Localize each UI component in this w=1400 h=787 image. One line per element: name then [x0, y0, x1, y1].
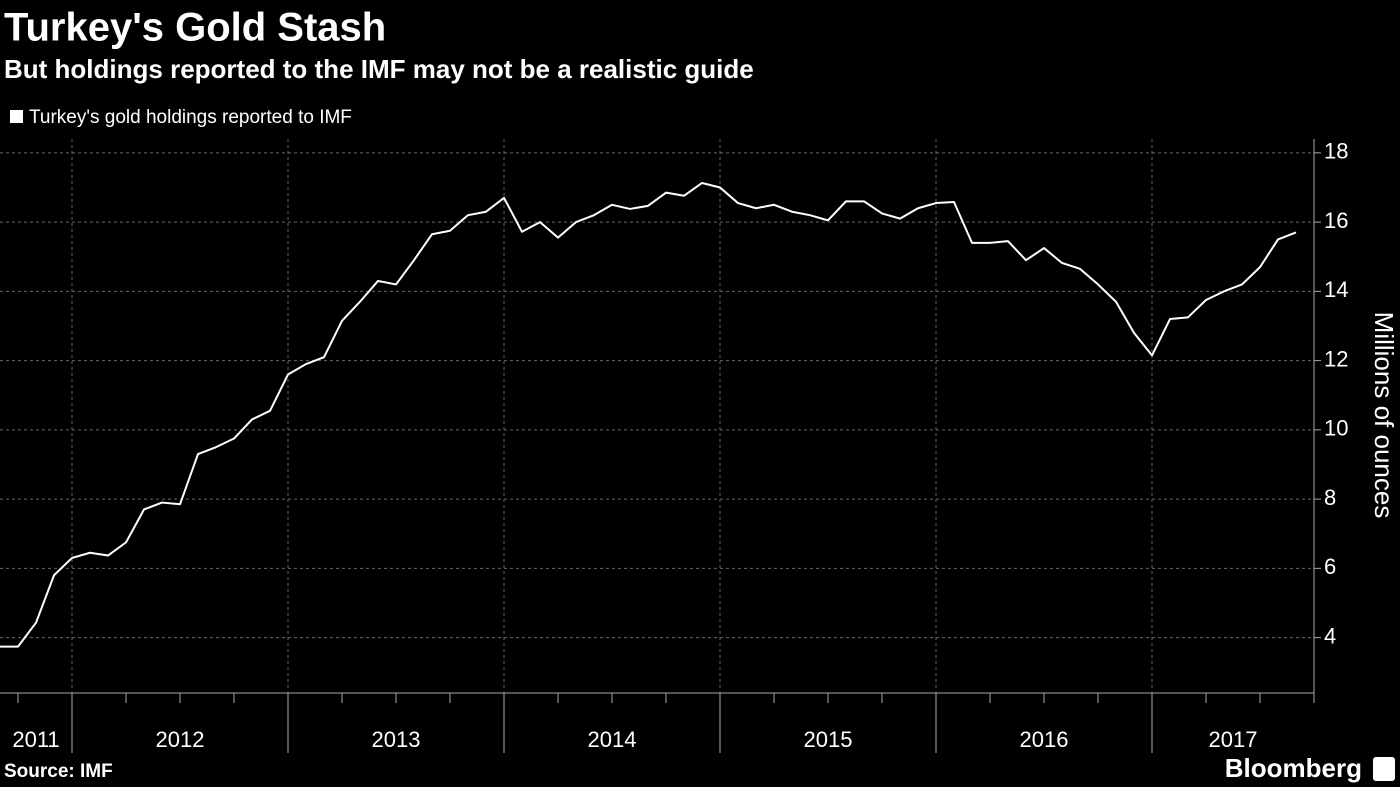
y-axis-label: Millions of ounces	[1369, 312, 1399, 519]
chart-subtitle: But holdings reported to the IMF may not…	[4, 54, 754, 84]
source: Source: IMF	[4, 761, 113, 782]
y-tick-label: 10	[1324, 416, 1348, 441]
x-tick-label: 2012	[156, 727, 205, 752]
x-tick-label: 2011	[12, 727, 59, 752]
x-tick-label: 2015	[804, 727, 853, 752]
brand: Bloomberg	[1225, 753, 1362, 783]
x-tick-label: 2017	[1209, 727, 1258, 752]
y-tick-label: 4	[1324, 623, 1336, 648]
x-tick-label: 2013	[372, 727, 421, 752]
y-tick-label: 18	[1324, 139, 1348, 164]
x-tick-label: 2014	[588, 727, 637, 752]
chart-title: Turkey's Gold Stash	[4, 6, 386, 50]
y-tick-label: 8	[1324, 485, 1336, 510]
y-tick-label: 6	[1324, 554, 1336, 579]
legend-swatch	[10, 110, 23, 123]
legend-label: Turkey's gold holdings reported to IMF	[29, 107, 352, 128]
y-tick-label: 14	[1324, 277, 1348, 302]
x-tick-label: 2016	[1020, 727, 1069, 752]
y-tick-label: 12	[1324, 346, 1348, 371]
y-tick-label: 16	[1324, 208, 1348, 233]
data-line	[0, 181, 1297, 648]
brand-icon	[1373, 757, 1395, 781]
